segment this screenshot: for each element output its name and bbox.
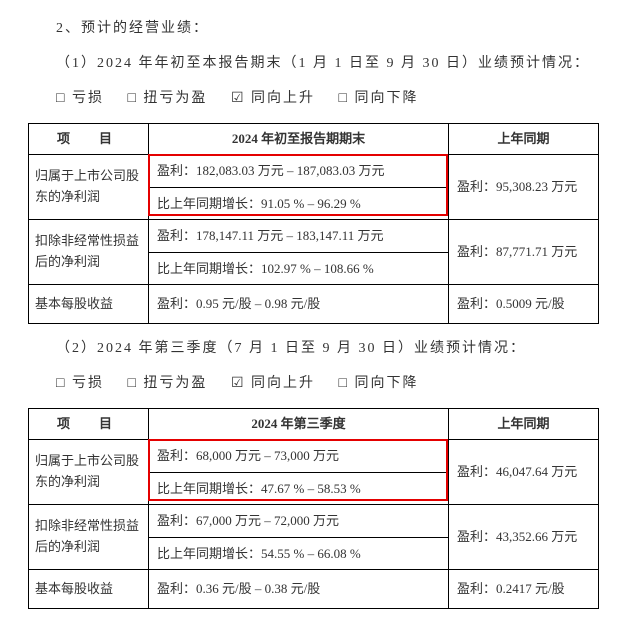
th-item: 项 目 <box>29 409 149 440</box>
table-row: 基本每股收益 盈利：0.36 元/股 – 0.38 元/股 盈利：0.2417 … <box>29 570 599 609</box>
cb-turn: □ 扭亏为盈 <box>127 91 207 106</box>
table-row: 基本每股收益 盈利：0.95 元/股 – 0.98 元/股 盈利：0.5009 … <box>29 285 599 324</box>
section2-checkboxes: □ 亏损 □ 扭亏为盈 ☑ 同向上升 □ 同向下降 <box>28 373 599 394</box>
row1-prev: 盈利：95,308.23 万元 <box>449 155 599 220</box>
th-period: 2024 年第三季度 <box>149 409 449 440</box>
section2-caption: （2）2024 年第三季度（7 月 1 日至 9 月 30 日）业绩预计情况： <box>28 338 599 359</box>
table2: 项 目 2024 年第三季度 上年同期 归属于上市公司股东的净利润 盈利：68,… <box>28 408 599 609</box>
heading: 2、预计的经营业绩： <box>28 18 599 39</box>
row2-line1: 盈利：178,147.11 万元 – 183,147.11 万元 <box>149 220 449 253</box>
section1-checkboxes: □ 亏损 □ 扭亏为盈 ☑ 同向上升 □ 同向下降 <box>28 88 599 109</box>
table-row: 扣除非经常性损益后的净利润 盈利：67,000 万元 – 72,000 万元 盈… <box>29 505 599 538</box>
cb-up: ☑ 同向上升 <box>231 376 315 391</box>
th-prev: 上年同期 <box>449 124 599 155</box>
row1-line1: 盈利：68,000 万元 – 73,000 万元 <box>149 440 449 473</box>
row3-line1: 盈利：0.95 元/股 – 0.98 元/股 <box>149 285 449 324</box>
row1-line1: 盈利：182,083.03 万元 – 187,083.03 万元 <box>149 155 449 188</box>
row3-line1: 盈利：0.36 元/股 – 0.38 元/股 <box>149 570 449 609</box>
row2-line2: 比上年同期增长：102.97 % – 108.66 % <box>149 252 449 285</box>
row2-label: 扣除非经常性损益后的净利润 <box>29 220 149 285</box>
row3-prev: 盈利：0.2417 元/股 <box>449 570 599 609</box>
row2-label: 扣除非经常性损益后的净利润 <box>29 505 149 570</box>
row1-label: 归属于上市公司股东的净利润 <box>29 155 149 220</box>
row1-prev: 盈利：46,047.64 万元 <box>449 440 599 505</box>
row3-prev: 盈利：0.5009 元/股 <box>449 285 599 324</box>
table-row: 扣除非经常性损益后的净利润 盈利：178,147.11 万元 – 183,147… <box>29 220 599 253</box>
row1-line2: 比上年同期增长：47.67 % – 58.53 % <box>149 472 449 505</box>
cb-up: ☑ 同向上升 <box>231 91 315 106</box>
th-prev: 上年同期 <box>449 409 599 440</box>
row3-label: 基本每股收益 <box>29 285 149 324</box>
th-period: 2024 年初至报告期期末 <box>149 124 449 155</box>
row2-prev: 盈利：43,352.66 万元 <box>449 505 599 570</box>
table-row: 归属于上市公司股东的净利润 盈利：68,000 万元 – 73,000 万元 盈… <box>29 440 599 473</box>
th-item: 项 目 <box>29 124 149 155</box>
row3-label: 基本每股收益 <box>29 570 149 609</box>
row2-prev: 盈利：87,771.71 万元 <box>449 220 599 285</box>
table-row: 项 目 2024 年初至报告期期末 上年同期 <box>29 124 599 155</box>
cb-turn: □ 扭亏为盈 <box>127 376 207 391</box>
table1-wrap: 项 目 2024 年初至报告期期末 上年同期 归属于上市公司股东的净利润 盈利：… <box>28 123 599 324</box>
row2-line1: 盈利：67,000 万元 – 72,000 万元 <box>149 505 449 538</box>
cb-down: □ 同向下降 <box>339 376 419 391</box>
section1-caption: （1）2024 年年初至本报告期末（1 月 1 日至 9 月 30 日）业绩预计… <box>28 53 599 74</box>
cb-loss: □ 亏损 <box>56 91 104 106</box>
table2-wrap: 项 目 2024 年第三季度 上年同期 归属于上市公司股东的净利润 盈利：68,… <box>28 408 599 609</box>
table-row: 归属于上市公司股东的净利润 盈利：182,083.03 万元 – 187,083… <box>29 155 599 188</box>
cb-loss: □ 亏损 <box>56 376 104 391</box>
cb-down: □ 同向下降 <box>339 91 419 106</box>
table-row: 项 目 2024 年第三季度 上年同期 <box>29 409 599 440</box>
row2-line2: 比上年同期增长：54.55 % – 66.08 % <box>149 537 449 570</box>
table1: 项 目 2024 年初至报告期期末 上年同期 归属于上市公司股东的净利润 盈利：… <box>28 123 599 324</box>
row1-label: 归属于上市公司股东的净利润 <box>29 440 149 505</box>
row1-line2: 比上年同期增长：91.05 % – 96.29 % <box>149 187 449 220</box>
